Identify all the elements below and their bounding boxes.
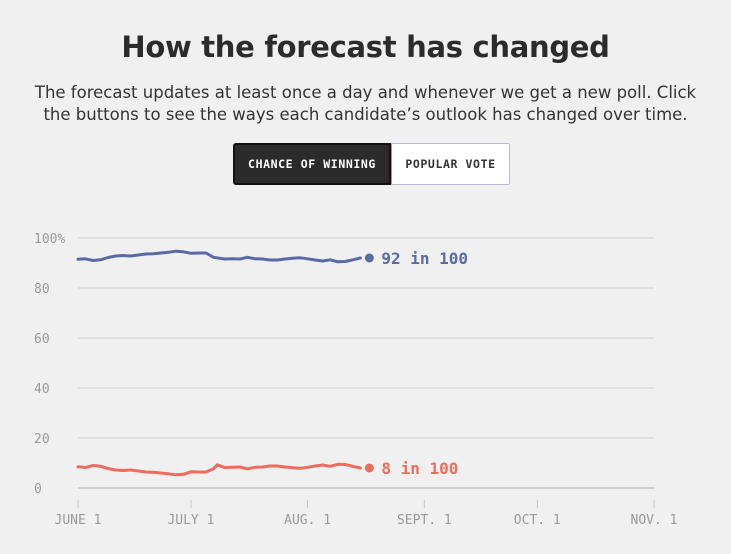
page-title: How the forecast has changed bbox=[121, 30, 610, 64]
page-subtitle: The forecast updates at least once a day… bbox=[34, 83, 697, 124]
x-tick-label: JULY 1 bbox=[167, 513, 214, 528]
series-line bbox=[76, 462, 362, 477]
series-end-point bbox=[364, 463, 374, 473]
y-tick-label: 80 bbox=[34, 282, 50, 297]
y-tick-label: 100% bbox=[34, 232, 65, 247]
series-line bbox=[76, 249, 362, 264]
y-tick-label: 40 bbox=[34, 382, 50, 397]
x-tick-label: JUNE 1 bbox=[55, 513, 102, 528]
y-tick-label: 0 bbox=[34, 482, 42, 497]
series-end-label: 92 in 100 bbox=[381, 249, 468, 268]
metric-toggle: CHANCE OF WINNING POPULAR VOTE bbox=[233, 143, 510, 185]
chance-of-winning-button[interactable]: CHANCE OF WINNING bbox=[233, 143, 391, 185]
x-tick-label: NOV. 1 bbox=[631, 513, 678, 528]
series-end-label: 8 in 100 bbox=[381, 459, 458, 478]
y-tick-label: 60 bbox=[34, 332, 50, 347]
x-tick-label: OCT. 1 bbox=[514, 513, 561, 528]
x-tick-label: AUG. 1 bbox=[284, 513, 331, 528]
x-tick-label: SEPT. 1 bbox=[397, 513, 452, 528]
popular-vote-button[interactable]: POPULAR VOTE bbox=[391, 143, 510, 185]
series-end-point bbox=[364, 253, 374, 263]
y-tick-label: 20 bbox=[34, 432, 50, 447]
